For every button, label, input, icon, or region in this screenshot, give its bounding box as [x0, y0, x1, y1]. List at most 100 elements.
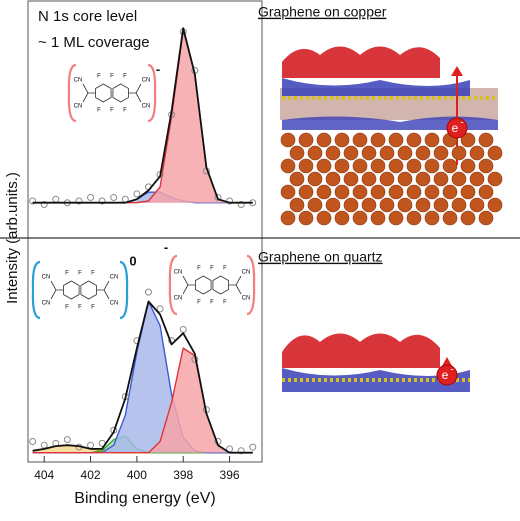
atom-label: F [65, 271, 69, 277]
annotation: N 1s core level [38, 8, 137, 25]
data-point [144, 288, 152, 296]
atom-label: F [97, 108, 101, 114]
copper-atom [307, 145, 323, 161]
render-copper [280, 46, 503, 226]
ring [112, 83, 129, 103]
copper-atom [451, 197, 467, 213]
copper-atom [307, 197, 323, 213]
arrowhead [451, 66, 463, 76]
charge-depletion [282, 116, 498, 130]
bracket [147, 63, 157, 123]
ring [80, 280, 97, 300]
image-title: Graphene on quartz [258, 249, 383, 265]
copper-atom [316, 158, 332, 174]
copper-atom [280, 132, 296, 148]
data-point [214, 193, 222, 201]
bond [82, 83, 142, 103]
copper-atom [334, 184, 350, 200]
copper-atom [469, 171, 485, 187]
copper-atom [397, 145, 413, 161]
molecule: F F F F F F CN CN CN CN - [164, 239, 256, 316]
copper-atom [280, 158, 296, 174]
electron [446, 117, 468, 139]
copper-atom [415, 197, 431, 213]
copper-atom [370, 132, 386, 148]
copper-atom [388, 184, 404, 200]
component-area [32, 301, 253, 453]
copper-atom [442, 184, 458, 200]
data-point [98, 197, 106, 205]
electron [436, 364, 458, 386]
copper-atom [388, 132, 404, 148]
atom-label: F [210, 300, 214, 306]
copper-atom [442, 210, 458, 226]
copper-atom [469, 197, 485, 213]
data-point [52, 195, 60, 203]
copper-atom [352, 132, 368, 148]
atom-label: F [197, 266, 201, 272]
bond [50, 280, 110, 300]
copper-atom [370, 210, 386, 226]
atom-label: F [91, 305, 95, 311]
atom-label: F [223, 300, 227, 306]
atom-label: F [91, 271, 95, 277]
copper-atom [379, 145, 395, 161]
annotation: ~ 1 ML coverage [38, 34, 150, 51]
atom-label: CN [174, 270, 183, 276]
data-point [249, 443, 257, 451]
component-area [32, 30, 253, 203]
copper-atom [370, 184, 386, 200]
electron-label: e [452, 121, 459, 135]
copper-atom [325, 145, 341, 161]
copper-atom [316, 132, 332, 148]
copper-atom [478, 184, 494, 200]
copper-atom [298, 184, 314, 200]
copper-atom [379, 171, 395, 187]
copper-atom [433, 197, 449, 213]
data-point [237, 447, 245, 455]
atom-label: F [97, 74, 101, 80]
atom-label: CN [242, 270, 251, 276]
bond [182, 275, 242, 295]
electron-label: e [442, 368, 449, 382]
atom-label: CN [110, 275, 119, 281]
copper-atom [424, 158, 440, 174]
atom-label: CN [74, 104, 83, 110]
copper-atom [361, 197, 377, 213]
copper-atom [388, 210, 404, 226]
data-point [40, 441, 48, 449]
atom-label: F [78, 305, 82, 311]
copper-atom [361, 171, 377, 187]
copper-atom [361, 145, 377, 161]
atom-label: F [123, 74, 127, 80]
component-line [32, 29, 253, 204]
copper-atom [478, 132, 494, 148]
envelope-line [32, 300, 253, 454]
bracket [119, 260, 129, 320]
copper-atom [406, 210, 422, 226]
electron-charge: - [450, 365, 453, 376]
atom-label: F [78, 271, 82, 277]
copper-atom [379, 197, 395, 213]
copper-atom [442, 158, 458, 174]
x-tick-label: 404 [34, 468, 54, 482]
copper-atom [487, 197, 503, 213]
bracket [31, 260, 41, 320]
envelope-line [32, 27, 253, 204]
atom-label: CN [42, 275, 51, 281]
charge-density [282, 333, 440, 368]
copper-atom [424, 184, 440, 200]
copper-atom [460, 132, 476, 148]
copper-atom [478, 210, 494, 226]
copper-atom [334, 158, 350, 174]
copper-atom [298, 210, 314, 226]
atom-label: F [110, 74, 114, 80]
copper-atom [451, 145, 467, 161]
copper-atom [370, 158, 386, 174]
ring [212, 275, 229, 295]
atom-label: CN [242, 296, 251, 302]
atom-label: CN [142, 104, 151, 110]
data-point [133, 190, 141, 198]
copper-atom [352, 184, 368, 200]
